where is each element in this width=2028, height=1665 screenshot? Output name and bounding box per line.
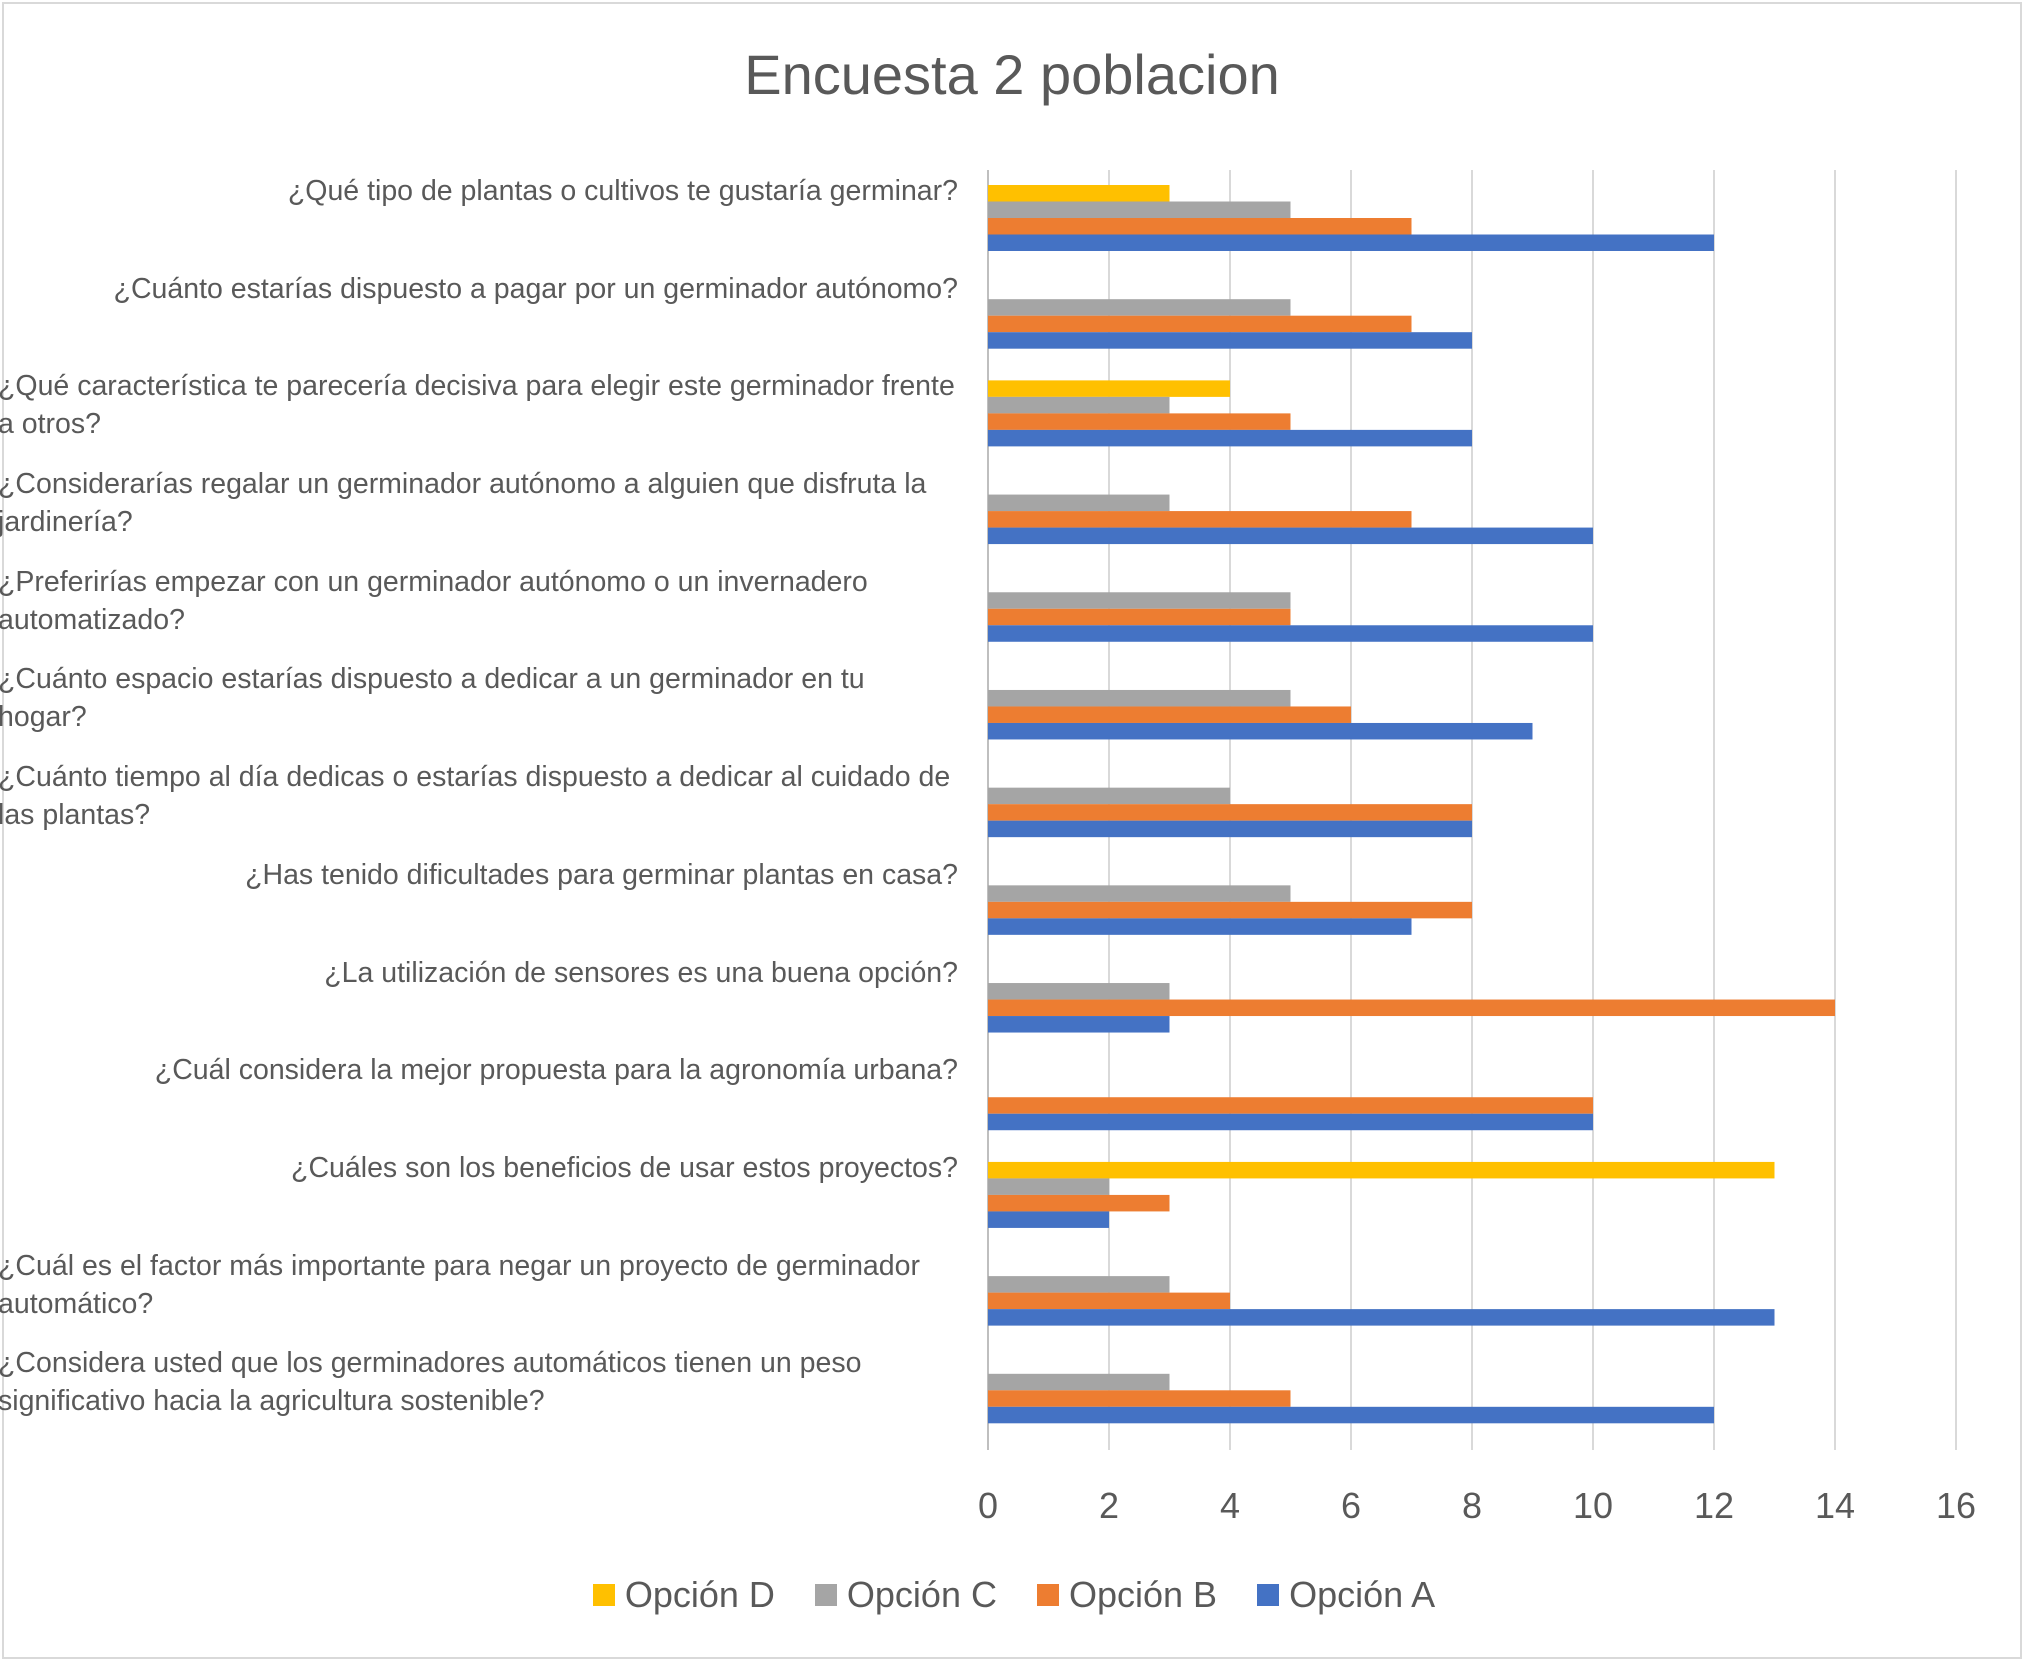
bar-opción-a-q8 — [988, 918, 1412, 935]
category-label-text: ¿Cuál considera la mejor propuesta para … — [154, 1054, 958, 1087]
x-tick-label: 16 — [1936, 1485, 1976, 1526]
bar-opción-b-q7 — [988, 804, 1472, 821]
bar-opción-a-q9 — [988, 1016, 1170, 1033]
legend-item: Opción C — [814, 1574, 997, 1616]
bar-opción-c-q2 — [988, 299, 1291, 316]
category-label-text: ¿Has tenido dificultades para germinar p… — [245, 858, 958, 891]
bar-opción-c-q11 — [988, 1178, 1109, 1195]
legend-item: Opción B — [1036, 1574, 1218, 1616]
x-tick-label: 2 — [1099, 1485, 1119, 1526]
x-tick-label: 14 — [1815, 1485, 1855, 1526]
bar-opción-b-q2 — [988, 315, 1412, 333]
legend-label: Opción D — [624, 1574, 775, 1615]
category-label-text: ¿Cuánto estarías dispuesto a pagar por u… — [113, 272, 958, 305]
bar-opción-b-q9 — [988, 999, 1835, 1017]
bar-opción-c-q9 — [988, 983, 1170, 1000]
category-label-text: ¿Qué característica te parecería decisiv… — [0, 370, 955, 441]
legend-swatch — [814, 1584, 837, 1606]
x-tick-label: 0 — [978, 1485, 998, 1526]
category-label: ¿Cuál es el factor más importante para n… — [0, 1247, 958, 1323]
x-tick-label: 10 — [1573, 1485, 1613, 1526]
category-label: ¿Qué tipo de plantas o cultivos te gusta… — [0, 172, 958, 210]
category-label: ¿Cuánto tiempo al día dedicas o estarías… — [0, 758, 958, 834]
chart-title: Encuesta 2 poblacion — [744, 43, 1280, 106]
category-label-text: ¿Preferirías empezar con un germinador a… — [0, 565, 868, 636]
category-label: ¿Qué característica te parecería decisiv… — [0, 367, 958, 443]
bar-opción-a-q3 — [988, 429, 1472, 447]
bar-opción-b-q10 — [988, 1097, 1593, 1114]
bar-opción-a-q13 — [988, 1406, 1714, 1424]
bar-opción-d-q11 — [988, 1161, 1775, 1179]
category-label-text: ¿Considerarías regalar un germinador aut… — [0, 468, 927, 539]
bar-opción-a-q12 — [988, 1309, 1775, 1326]
bar-opción-b-q13 — [988, 1390, 1291, 1407]
bar-opción-d-q3 — [988, 380, 1230, 397]
bar-opción-b-q8 — [988, 901, 1472, 919]
category-label: ¿Considera usted que los germinadores au… — [0, 1344, 958, 1420]
category-label: ¿Considerarías regalar un germinador aut… — [0, 465, 958, 541]
bar-opción-b-q6 — [988, 706, 1351, 723]
bar-opción-a-q7 — [988, 820, 1472, 838]
category-label-text: ¿Qué tipo de plantas o cultivos te gusta… — [287, 175, 958, 207]
bar-opción-c-q3 — [988, 396, 1170, 414]
category-label-text: ¿Cuánto tiempo al día dedicas o estarías… — [0, 761, 951, 832]
x-tick-label: 8 — [1462, 1485, 1482, 1526]
bar-opción-c-q4 — [988, 494, 1170, 512]
category-label: ¿Cuál considera la mejor propuesta para … — [0, 1051, 958, 1089]
bar-opción-b-q5 — [988, 608, 1291, 626]
bar-opción-b-q11 — [988, 1194, 1170, 1212]
bar-opción-a-q1 — [988, 234, 1714, 251]
bar-opción-a-q6 — [988, 722, 1533, 740]
bar-opción-b-q4 — [988, 511, 1412, 528]
legend-swatch — [1036, 1584, 1059, 1606]
bar-opción-b-q12 — [988, 1292, 1230, 1310]
bar-opción-c-q13 — [988, 1373, 1170, 1391]
category-label: ¿Has tenido dificultades para germinar p… — [0, 856, 958, 894]
bar-opción-c-q12 — [988, 1276, 1170, 1293]
legend-swatch — [1257, 1584, 1280, 1606]
bar-opción-d-q1 — [988, 185, 1170, 202]
category-label: ¿Cuánto espacio estarías dispuesto a ded… — [0, 660, 958, 736]
bar-opción-a-q10 — [988, 1113, 1593, 1131]
x-tick-label: 12 — [1694, 1485, 1734, 1526]
category-label: ¿Cuáles son los beneficios de usar estos… — [0, 1149, 958, 1187]
legend-item: Opción A — [1257, 1574, 1435, 1616]
x-tick-label: 6 — [1341, 1485, 1361, 1526]
bar-opción-c-q7 — [988, 787, 1230, 805]
category-label: ¿Preferirías empezar con un germinador a… — [0, 563, 958, 639]
bar-opción-c-q5 — [988, 592, 1291, 609]
bar-opción-a-q5 — [988, 625, 1593, 642]
x-tick-label: 4 — [1220, 1485, 1240, 1526]
bar-opción-b-q1 — [988, 218, 1412, 235]
legend-label: Opción C — [846, 1574, 997, 1615]
legend: Opción D Opción C Opción B Opción A — [0, 1570, 2028, 1620]
legend-label: Opción B — [1068, 1574, 1218, 1615]
legend-swatch — [592, 1584, 615, 1606]
bar-opción-a-q11 — [988, 1211, 1109, 1228]
legend-label: Opción A — [1289, 1574, 1436, 1615]
bar-opción-c-q6 — [988, 689, 1291, 707]
bar-opción-c-q8 — [988, 885, 1291, 902]
category-label: ¿Cuánto estarías dispuesto a pagar por u… — [0, 270, 958, 308]
bar-opción-a-q4 — [988, 527, 1593, 545]
category-label-text: ¿Cuáles son los beneficios de usar estos… — [291, 1151, 958, 1184]
bar-opción-b-q3 — [988, 413, 1291, 430]
category-label-text: ¿La utilización de sensores es una buena… — [324, 956, 958, 989]
category-label: ¿La utilización de sensores es una buena… — [0, 954, 958, 992]
legend-item: Opción D — [592, 1574, 775, 1616]
category-label-text: ¿Cuánto espacio estarías dispuesto a ded… — [0, 663, 865, 734]
category-label-text: ¿Considera usted que los germinadores au… — [0, 1347, 862, 1418]
bar-opción-c-q1 — [988, 201, 1291, 218]
category-label-text: ¿Cuál es el factor más importante para n… — [0, 1249, 920, 1320]
bar-opción-a-q2 — [988, 332, 1472, 349]
